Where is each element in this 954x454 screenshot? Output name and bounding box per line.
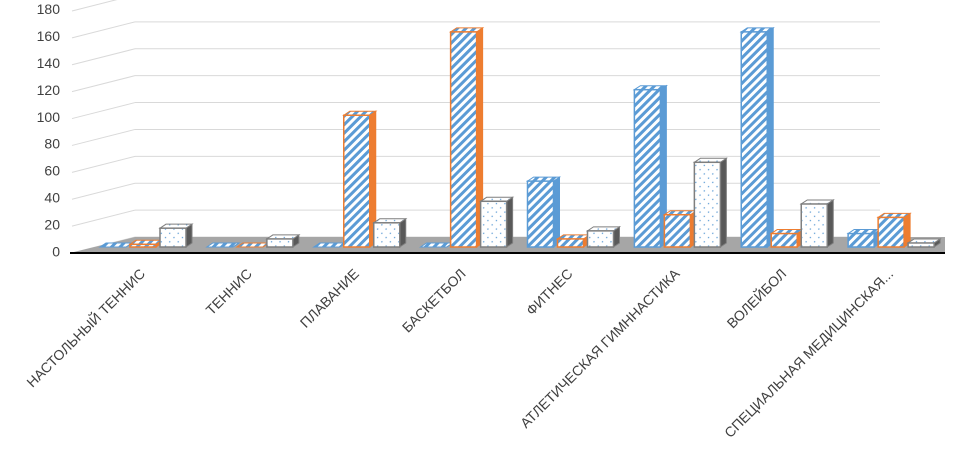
bar-top [98,242,134,248]
bar [526,180,555,248]
bar [770,232,798,248]
grid-line [71,182,136,200]
bar [449,31,478,248]
x-tick-label: БАСКЕТБОЛ [399,265,469,335]
bar-side [826,199,834,248]
y-tick-label: 160 [37,28,61,44]
grid-line [71,155,136,173]
y-tick-label: 120 [37,82,61,98]
grid-line [71,21,136,39]
grid-line [71,0,118,12]
y-tick-label: 140 [37,55,61,71]
x-tick-label: ФИТНЕС [523,265,576,318]
bar [159,227,187,248]
x-tick-label: ВОЛЕЙБОЛ [723,265,790,332]
y-tick-label: 0 [52,244,60,260]
y-tick-label: 180 [37,1,61,17]
bar [877,216,905,248]
bar [343,114,371,248]
grid-line [71,128,136,146]
y-tick-label: 100 [37,109,61,125]
bar [373,222,401,248]
grid-line [71,48,136,66]
bar [907,242,935,248]
bar [740,31,768,248]
bar [266,238,294,248]
y-tick-label: 40 [44,190,60,206]
grid-line [71,75,136,93]
bar-side [553,176,560,248]
bar [847,232,875,248]
bar-top [235,242,271,248]
bar [693,161,722,248]
x-tick-label: НАСТОЛЬНЫЙ ТЕННИС [23,265,149,391]
y-tick-label: 60 [44,163,60,179]
grid-line [71,102,136,120]
bar-top [312,242,348,248]
bar-side [719,157,727,248]
bar-side [399,217,407,248]
bar-top [418,242,455,248]
grid-line [71,209,136,227]
y-tick-label: 80 [44,136,60,152]
bar [479,200,508,248]
x-tick-label: СПЕЦИАЛЬНАЯ МЕДИЦИНСКАЯ... [721,265,896,440]
bar [633,88,662,248]
bar-side [766,26,774,248]
x-tick-label: ТЕННИС [203,265,256,318]
x-tick-label: ПЛАВАНИЕ [297,265,362,330]
bar [800,203,828,248]
bar [556,238,585,248]
bar [586,230,615,248]
bar [129,243,157,248]
y-tick-label: 20 [44,217,60,233]
bar-side [506,196,514,248]
bar [663,213,692,248]
bar-top [205,242,241,248]
